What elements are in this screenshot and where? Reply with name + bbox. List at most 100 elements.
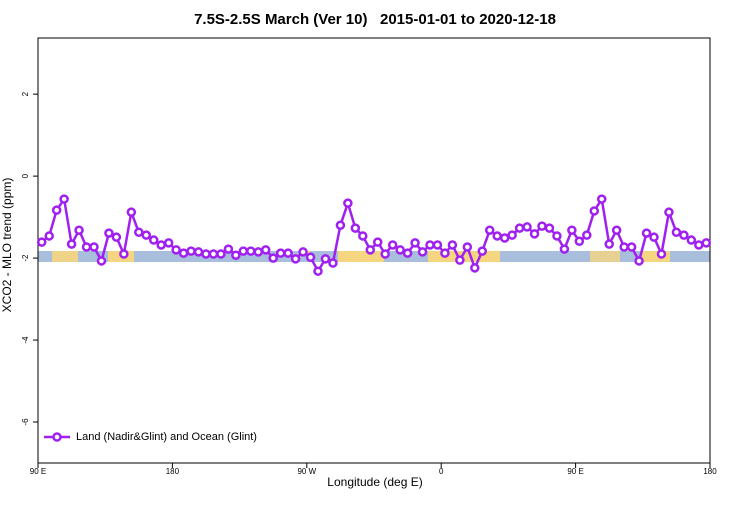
data-point <box>514 223 525 233</box>
data-point <box>619 242 629 252</box>
data-point <box>89 242 99 252</box>
data-point <box>119 249 129 259</box>
data-point <box>641 228 652 238</box>
data-point <box>268 253 278 263</box>
data-point <box>343 198 353 208</box>
data-point <box>178 248 189 258</box>
data-point <box>223 244 234 254</box>
y-tick-label: -2 <box>21 254 30 262</box>
data-point <box>417 247 428 257</box>
data-point <box>201 249 211 259</box>
legend-marker <box>52 432 62 442</box>
x-tick-label: 180 <box>703 467 717 476</box>
data-point <box>335 220 346 231</box>
data-point <box>134 227 144 238</box>
data-point <box>492 231 502 241</box>
x-tick-label: 90 E <box>30 467 46 476</box>
data-point <box>470 263 480 273</box>
data-point <box>163 238 174 248</box>
data-point <box>529 229 540 239</box>
data-point <box>656 249 667 259</box>
data-point <box>626 242 637 252</box>
y-tick-label: -4 <box>21 336 30 344</box>
data-point <box>440 248 450 258</box>
data-point <box>156 240 166 250</box>
data-point <box>44 231 54 241</box>
data-point <box>246 246 256 256</box>
data-point <box>290 254 301 264</box>
data-point <box>634 256 644 266</box>
data-point <box>365 245 376 255</box>
data-point <box>208 249 219 259</box>
data-point <box>372 237 383 247</box>
data-point <box>507 230 517 240</box>
x-axis-label: Longitude (deg E) <box>327 475 422 489</box>
data-point <box>574 236 585 247</box>
data-point <box>253 247 264 257</box>
data-point <box>522 222 532 232</box>
data-point <box>320 254 331 264</box>
data-point <box>455 255 465 265</box>
data-point <box>350 223 361 233</box>
data-point <box>193 247 204 257</box>
data-point <box>104 228 114 238</box>
data-point <box>559 244 570 254</box>
data-point <box>567 225 577 235</box>
legend-label: Land (Nadir&Glint) and Ocean (Glint) <box>76 431 257 443</box>
data-point <box>477 246 488 256</box>
x-tick-label: 0 <box>439 467 444 476</box>
data-point <box>66 239 77 249</box>
data-point <box>604 239 614 249</box>
data-point <box>305 252 316 263</box>
data-point <box>96 256 107 266</box>
data-point <box>425 240 435 250</box>
y-tick-label: 2 <box>21 91 30 96</box>
data-point <box>36 237 47 247</box>
data-point <box>671 227 682 238</box>
data-point <box>171 245 181 255</box>
data-point <box>410 238 420 248</box>
data-point <box>216 249 226 259</box>
data-point <box>447 240 458 250</box>
data-point <box>402 248 413 258</box>
data-point <box>328 258 338 268</box>
data-point <box>537 221 547 231</box>
data-point <box>499 233 510 243</box>
data-point <box>380 249 390 259</box>
data-point <box>395 245 405 255</box>
data-point <box>59 194 69 204</box>
data-point <box>275 248 286 258</box>
y-tick-label: 0 <box>21 173 30 178</box>
data-point <box>484 225 495 235</box>
data-point <box>649 232 659 242</box>
data-point <box>432 240 443 250</box>
data-point <box>126 207 137 217</box>
x-tick-label: 90 W <box>297 467 316 476</box>
data-point <box>694 240 704 250</box>
chart-title: 7.5S-2.5S March (Ver 10) 2015-01-01 to 2… <box>194 11 556 28</box>
data-point <box>686 235 697 245</box>
x-tick-label: 90 E <box>567 467 583 476</box>
data-point <box>679 230 689 240</box>
data-point <box>148 235 159 245</box>
data-point <box>81 242 92 252</box>
data-point <box>552 231 562 241</box>
data-point <box>186 246 196 256</box>
data-point <box>544 223 555 233</box>
data-point <box>664 207 674 217</box>
data-point <box>701 238 712 248</box>
data-point <box>111 232 122 242</box>
data-point <box>462 242 473 252</box>
data-point <box>611 225 622 235</box>
x-tick-label: 180 <box>166 467 180 476</box>
data-point <box>260 245 271 255</box>
data-point <box>231 250 241 260</box>
data-point <box>589 206 600 216</box>
data-point <box>313 266 323 276</box>
y-axis-label: XCO2 - MLO trend (ppm) <box>0 178 14 313</box>
data-point <box>582 230 592 240</box>
data-point <box>141 230 152 240</box>
data-point <box>74 225 84 235</box>
data-point <box>596 194 607 204</box>
